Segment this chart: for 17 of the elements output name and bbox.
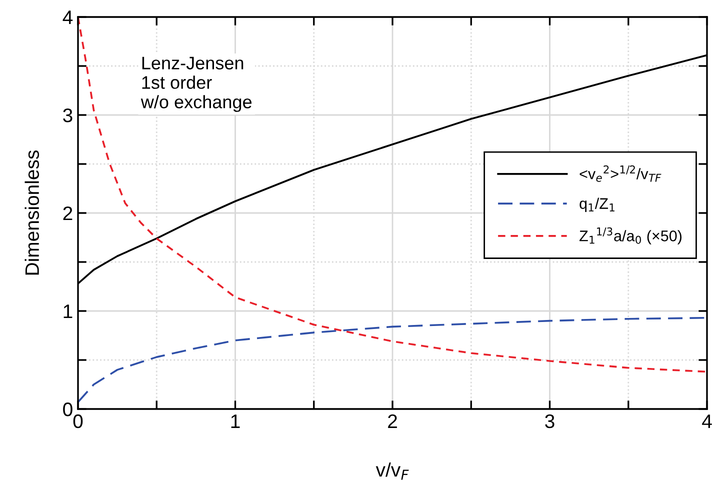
y-tick-label: 2 xyxy=(63,206,72,220)
x-tick-label: 0 xyxy=(73,414,83,428)
x-tick-label: 3 xyxy=(545,414,554,428)
x-tick-label: 2 xyxy=(388,414,397,428)
y-tick-label: 3 xyxy=(63,108,72,122)
legend-label: <v$_{e}$$^{2}$>$^{1/2}$/v$_{TF}$ xyxy=(580,165,662,182)
y-tick-label: 4 xyxy=(62,10,73,24)
x-tick-label: 4 xyxy=(702,414,712,428)
x-tick-label: 1 xyxy=(231,414,240,428)
y-tick-label: 1 xyxy=(64,304,72,318)
x-axis-title: v/v$_{F}$ xyxy=(376,462,409,480)
legend-label: q$_{1}$/Z$_{1}$ xyxy=(580,198,614,212)
y-tick-label: 0 xyxy=(63,402,72,416)
y-axis-title: Dimensionless xyxy=(24,150,40,275)
annotation: Lenz-Jensen 1st order w/o exchange xyxy=(140,56,252,112)
line-series xyxy=(78,316,707,404)
legend-label: Z$_{1}$$^{1/3}$a/a$_{0}$ (×50) xyxy=(580,227,682,244)
